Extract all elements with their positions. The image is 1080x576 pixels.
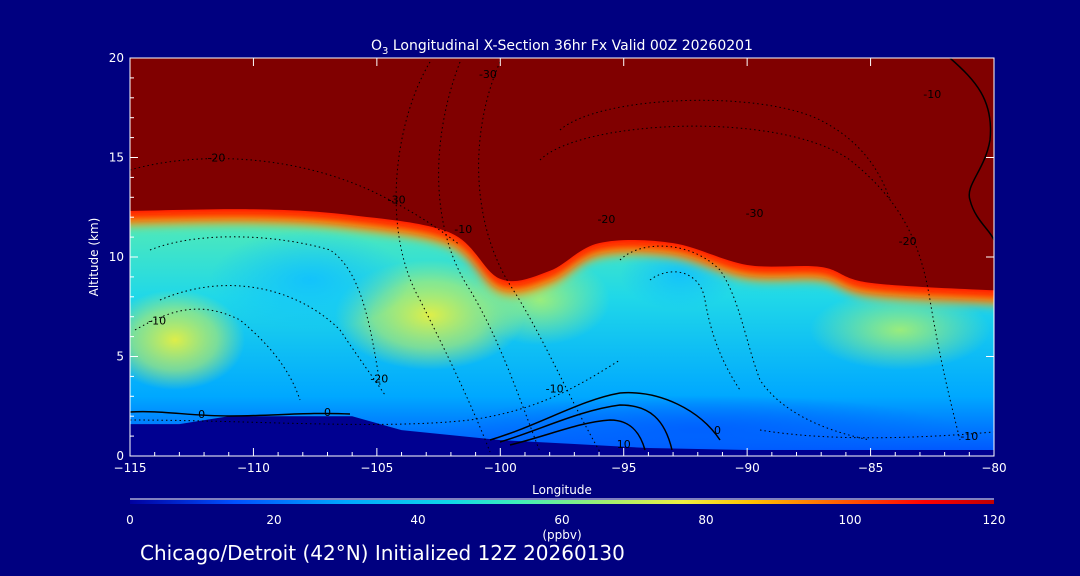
contour-label: -10 bbox=[546, 382, 564, 395]
terrain bbox=[130, 416, 994, 456]
contour-line bbox=[559, 99, 891, 201]
contour-label: -30 bbox=[479, 68, 497, 81]
contour-line bbox=[130, 359, 621, 425]
contour-label: -10 bbox=[148, 315, 166, 328]
y-axis-label: Altitude (km) bbox=[87, 218, 101, 297]
contour-label: -10 bbox=[923, 88, 941, 101]
ozone-plume-yellow-left bbox=[130, 290, 245, 390]
footer-text: Chicago/Detroit (42°N) Initialized 12Z 2… bbox=[140, 541, 625, 565]
contour-label: -20 bbox=[370, 372, 388, 385]
contour-line bbox=[619, 245, 871, 441]
x-tick-label: −115 bbox=[114, 461, 147, 475]
contour-line-solid bbox=[130, 410, 351, 417]
colorbar-tick-label: 80 bbox=[698, 513, 713, 527]
colorbar bbox=[130, 500, 994, 504]
contour-line bbox=[438, 61, 541, 453]
contour-label: -30 bbox=[388, 193, 406, 206]
contour-line bbox=[759, 429, 994, 439]
colorbar-tick-label: 20 bbox=[266, 513, 281, 527]
x-tick-label: −110 bbox=[237, 461, 270, 475]
contour-label: -30 bbox=[746, 207, 764, 220]
y-tick-label: 0 bbox=[116, 449, 124, 463]
x-tick-label: −105 bbox=[360, 461, 393, 475]
y-tick-label: 10 bbox=[109, 250, 124, 264]
x-tick-label: −80 bbox=[981, 461, 1006, 475]
contour-line-solid bbox=[509, 419, 646, 451]
contour-line-solid bbox=[489, 391, 721, 441]
contour-label: 0 bbox=[324, 406, 331, 419]
contour-label: -20 bbox=[597, 213, 615, 226]
y-tick-label: 15 bbox=[109, 151, 124, 165]
chart-title: O3 Longitudinal X-Section 36hr Fx Valid … bbox=[371, 38, 753, 57]
contour-line bbox=[130, 158, 461, 246]
colorbar-tick-label: 60 bbox=[554, 513, 569, 527]
contour-label: 10 bbox=[617, 438, 631, 451]
colorbar-ticks: 0 20 40 60 80 100 120 bbox=[126, 513, 1005, 527]
x-tick-label: −95 bbox=[611, 461, 636, 475]
contour-line bbox=[395, 61, 491, 453]
contour-line-solid bbox=[499, 404, 673, 451]
ozone-blue-lowlayer bbox=[440, 395, 960, 456]
title-main: O bbox=[371, 38, 382, 54]
contour-label: 0 bbox=[714, 424, 721, 437]
y-tick-label: 5 bbox=[116, 350, 124, 364]
contour-label: 0 bbox=[198, 408, 205, 421]
ozone-cyan-region bbox=[210, 230, 410, 330]
contour-label: -20 bbox=[207, 151, 225, 164]
x-tick-label: −90 bbox=[734, 461, 759, 475]
colorbar-tick-label: 40 bbox=[410, 513, 425, 527]
contour-label: -10 bbox=[960, 430, 978, 443]
x-axis-label: Longitude bbox=[532, 483, 592, 497]
x-tick-label: −100 bbox=[484, 461, 517, 475]
colorbar-tick-label: 120 bbox=[983, 513, 1006, 527]
contour-lines bbox=[130, 58, 994, 453]
title-subscript: 3 bbox=[382, 46, 388, 57]
axes: −115 −110 −105 −100 −95 −90 −85 −80 0 5 10 15 20 bbox=[109, 51, 1007, 475]
ozone-plume-green-right bbox=[810, 290, 990, 370]
contour-label: -20 bbox=[899, 235, 917, 248]
stratosphere-region bbox=[130, 58, 994, 291]
x-tick-label: −85 bbox=[858, 461, 883, 475]
contour-label: -10 bbox=[454, 223, 472, 236]
ozone-field: -30 -10 -20 -30 -20 -30 -20 -10 -10 -20 -10 0 0 0 10 -1… bbox=[130, 58, 994, 456]
contour-labels: -30 -10 -20 -30 -20 -30 -20 -10 -10 -20 -10 0 0 0 10 -1… bbox=[148, 68, 978, 451]
y-tick-label: 20 bbox=[109, 51, 124, 65]
colorbar-tick-label: 0 bbox=[126, 513, 134, 527]
colorbar-label: (ppbv) bbox=[542, 528, 581, 542]
colorbar-tick-label: 100 bbox=[839, 513, 862, 527]
contour-line-solid bbox=[949, 58, 994, 241]
title-rest: Longitudinal X-Section 36hr Fx Valid 00Z… bbox=[388, 38, 753, 54]
